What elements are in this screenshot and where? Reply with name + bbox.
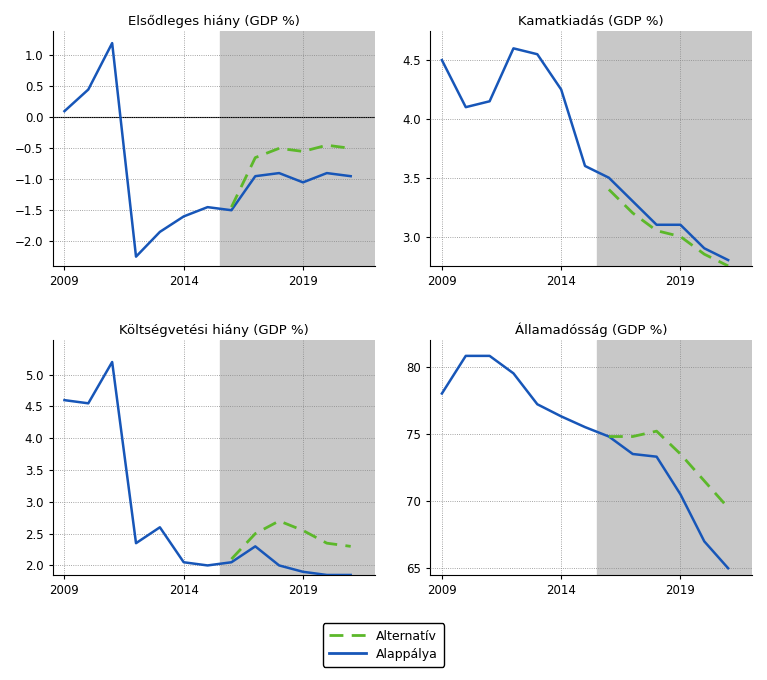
Title: Elsődleges hiány (GDP %): Elsődleges hiány (GDP %) [127, 15, 299, 28]
Bar [219, 340, 374, 575]
Legend: Alternatív, Alappálya: Alternatív, Alappálya [323, 624, 444, 667]
Bar [597, 31, 752, 266]
Title: Államadósság (GDP %): Államadósság (GDP %) [515, 323, 667, 337]
Bar [219, 31, 374, 266]
Bar [597, 340, 752, 575]
Title: Költségvetési hiány (GDP %): Költségvetési hiány (GDP %) [119, 324, 308, 337]
Title: Kamatkiadás (GDP %): Kamatkiadás (GDP %) [518, 15, 663, 28]
